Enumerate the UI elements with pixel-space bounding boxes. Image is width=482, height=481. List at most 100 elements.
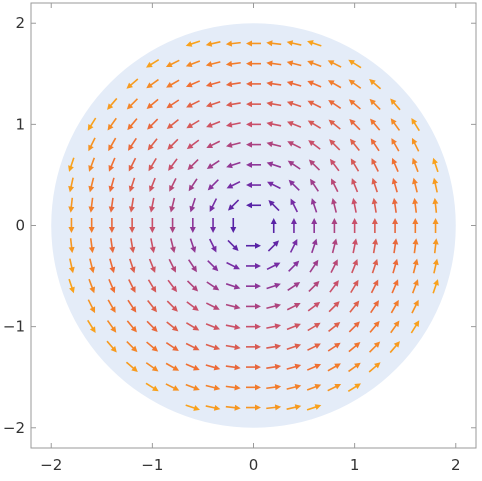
x-tick-label: −1 (141, 456, 163, 474)
vector-arrow (188, 178, 198, 192)
vector-arrow (246, 101, 261, 108)
vector-arrow (210, 218, 217, 233)
vector-arrow (145, 362, 159, 372)
vector-arrow (205, 343, 221, 351)
vector-arrow (328, 321, 341, 332)
vector-arrow (165, 362, 180, 371)
vector-arrow (327, 80, 342, 89)
vector-arrow (307, 343, 321, 351)
vector-arrow (226, 141, 241, 148)
vector-arrow (88, 238, 95, 254)
vector-arrow (287, 282, 301, 292)
vector-arrow (206, 140, 221, 148)
vector-arrow (290, 198, 299, 213)
vector-arrow (147, 279, 157, 293)
vector-arrow (88, 278, 96, 294)
vector-arrow (328, 99, 342, 109)
vector-arrow (266, 40, 282, 47)
vector-arrow (147, 300, 158, 313)
vector-arrow (266, 141, 282, 148)
vector-arrow (348, 321, 360, 333)
vector-arrow (351, 258, 358, 274)
vector-arrow (128, 177, 136, 193)
vector-arrows (68, 40, 439, 411)
vector-arrow (166, 79, 180, 88)
vector-arrow (371, 258, 379, 274)
vector-arrow (347, 383, 361, 392)
vector-arrow (225, 60, 241, 67)
vector-arrow (267, 240, 280, 252)
vector-arrow (189, 197, 196, 213)
vector-arrow (308, 159, 321, 171)
vector-arrow (185, 80, 201, 88)
vector-arrow (109, 238, 116, 254)
vector-arrow (147, 138, 158, 151)
vector-arrow (106, 320, 117, 333)
vector-arrow (167, 138, 179, 150)
vector-arrow (129, 218, 136, 233)
vector-arrow (225, 81, 241, 88)
vector-arrow (225, 121, 241, 128)
vector-arrow (68, 177, 75, 193)
vector-arrow (186, 280, 199, 292)
vector-arrow (389, 341, 400, 354)
vector-arrow (410, 320, 420, 334)
vector-arrow (351, 238, 358, 254)
vector-arrow (129, 238, 136, 254)
vector-arrow (331, 238, 338, 254)
vector-arrow (266, 161, 282, 168)
vector-arrow (286, 363, 302, 370)
vector-arrow (68, 197, 75, 213)
vector-arrow (411, 137, 420, 152)
vector-arrow (311, 218, 318, 233)
vector-arrow (227, 239, 239, 252)
vector-arrow (432, 197, 439, 213)
vector-arrow (369, 98, 381, 111)
vector-arrow (308, 140, 321, 150)
vector-arrow (286, 343, 302, 350)
vector-arrow (432, 177, 439, 193)
vector-arrow (307, 80, 322, 88)
vector-arrow (266, 323, 282, 330)
vector-arrow (246, 364, 261, 371)
vector-arrow (127, 118, 138, 131)
vector-arrow (390, 98, 401, 111)
vector-arrow (225, 384, 241, 391)
y-tick-label: 2 (15, 14, 25, 32)
vector-arrow (286, 60, 302, 67)
vector-arrow (226, 180, 241, 189)
vector-arrow (128, 279, 136, 293)
vector-arrow (246, 303, 261, 310)
vector-arrow (207, 179, 219, 191)
vector-arrow (225, 364, 241, 371)
vector-arrow (306, 404, 322, 411)
y-tick-label: −2 (3, 419, 25, 437)
vector-arrow (392, 238, 399, 254)
vector-arrow (309, 259, 319, 273)
vector-arrow (168, 158, 178, 171)
vector-arrow (306, 363, 322, 371)
vector-arrow (107, 299, 116, 313)
vector-arrow (205, 40, 221, 47)
vector-arrow (371, 197, 378, 213)
vector-arrow (351, 218, 358, 233)
x-axis-ticks: −2 −1 0 1 2 (40, 3, 461, 474)
vector-arrow (206, 120, 221, 128)
vector-arrow (166, 99, 180, 109)
vector-arrow (169, 238, 176, 253)
vector-arrow (329, 139, 341, 151)
vector-arrow (226, 261, 240, 270)
vector-arrow (166, 321, 179, 332)
vector-arrow (225, 404, 241, 411)
vector-arrow (106, 340, 117, 353)
vector-arrow (89, 258, 95, 274)
vector-arrow (392, 218, 399, 233)
vector-arrow (189, 218, 196, 233)
vector-arrow (350, 279, 359, 294)
vector-arrow (166, 300, 178, 312)
vector-arrow (390, 118, 401, 131)
vector-arrow (268, 199, 280, 212)
vector-arrow (266, 121, 282, 128)
vector-arrow (391, 177, 398, 193)
